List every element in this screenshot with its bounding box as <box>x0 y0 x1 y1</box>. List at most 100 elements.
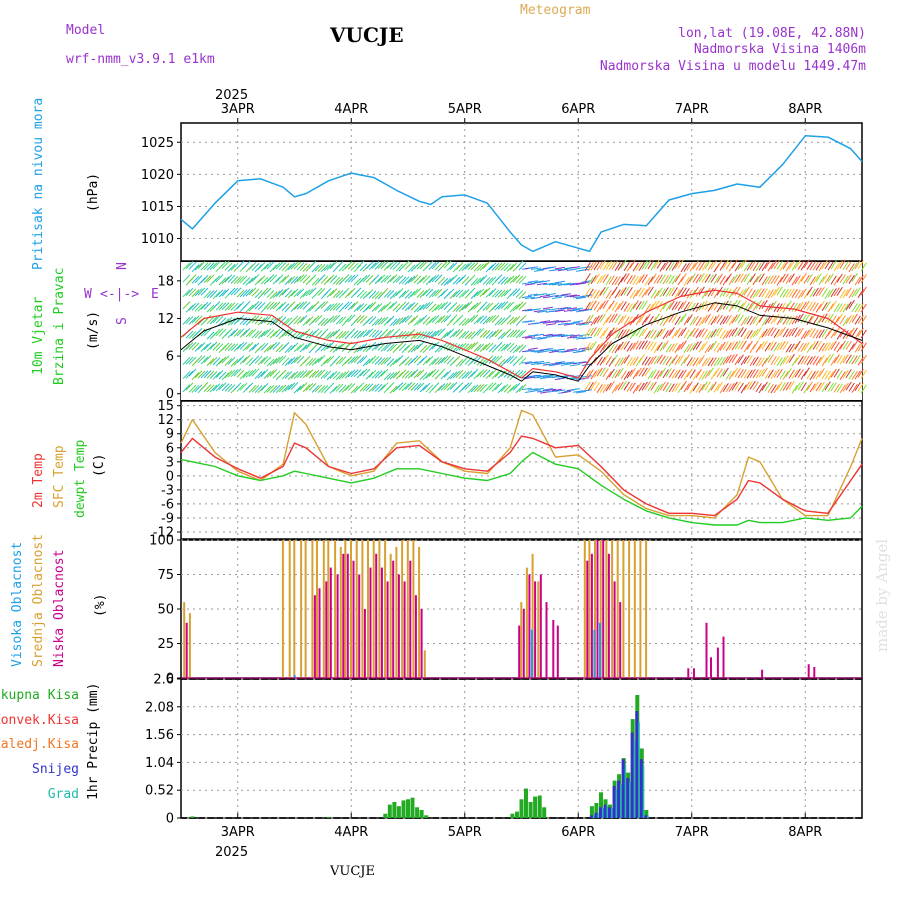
wind-barb <box>269 385 278 394</box>
wind-barb <box>686 275 693 285</box>
precip-legend-conv: Konvek.Kisa <box>0 713 79 728</box>
total-precip-bar <box>401 800 406 818</box>
compass-s: S <box>115 317 130 325</box>
wind-barb <box>440 382 449 391</box>
wind-barb <box>332 344 341 353</box>
wind-barb <box>434 316 443 325</box>
wind-barb <box>182 316 191 325</box>
wind-barb <box>536 310 547 313</box>
wind-barb <box>200 343 209 352</box>
wind-barb <box>617 288 624 298</box>
wind-barb <box>362 344 371 352</box>
wind-barb <box>188 261 197 270</box>
wind-barb <box>491 289 500 298</box>
wind-barb <box>209 316 218 325</box>
wind-barb <box>329 275 338 284</box>
wind-barb <box>680 380 687 390</box>
wind-barb <box>389 358 398 367</box>
low-cloud-bar <box>534 581 537 678</box>
wind-barb <box>365 289 374 298</box>
wind-barb <box>374 317 383 326</box>
wind-barb <box>701 357 708 367</box>
wind-barb <box>476 343 485 352</box>
wind-barb <box>512 274 521 283</box>
wind-barb <box>572 307 583 310</box>
snow-bar <box>630 732 634 818</box>
wind-barb <box>230 369 239 378</box>
wind-barb <box>635 367 642 377</box>
wind-barb <box>788 343 795 353</box>
wind-barb <box>818 368 825 378</box>
wind-barb <box>368 290 377 299</box>
wind-barb <box>296 288 305 297</box>
wind-barb <box>488 331 497 339</box>
wind-barb <box>200 370 209 379</box>
wind-barb <box>212 371 221 380</box>
wind-barb <box>620 301 627 311</box>
wind-barb <box>497 343 506 352</box>
wind-barb <box>212 357 221 366</box>
wind-barb <box>746 340 753 350</box>
wind-barb <box>803 384 810 394</box>
wind-barb <box>827 382 834 392</box>
wind-barb <box>743 381 750 391</box>
wind-barb <box>476 276 485 285</box>
wind-barb <box>209 262 218 271</box>
wind-barb <box>326 303 335 312</box>
wind-barb <box>722 383 729 392</box>
wind-barb <box>530 281 541 285</box>
wind-barb <box>722 276 729 286</box>
total-precip-bar <box>406 799 410 818</box>
wind-barb <box>431 274 440 283</box>
wind-barb <box>722 300 729 310</box>
wind-barb <box>752 315 759 325</box>
wind-barb <box>239 329 248 338</box>
wind-barb <box>761 276 768 286</box>
wind-barb <box>206 358 215 366</box>
wind-barb <box>371 329 380 338</box>
wind-barb <box>806 316 813 325</box>
wind-barb <box>557 350 568 353</box>
wind-barb <box>827 342 834 351</box>
wind-barb <box>479 274 488 283</box>
wind-barb <box>650 355 657 365</box>
wind-barb <box>761 367 768 377</box>
wind-barb <box>380 261 389 269</box>
wind-barb <box>767 262 774 272</box>
wind-barb <box>233 287 242 296</box>
wind-barb <box>839 289 846 299</box>
wind-barb <box>455 262 464 271</box>
wind-barb <box>239 289 248 298</box>
wind-barb <box>614 330 621 340</box>
wind-barb <box>530 296 541 300</box>
wind-barb <box>836 303 843 313</box>
wind-barb <box>245 369 254 378</box>
wind-barb <box>329 260 338 269</box>
wind-barb <box>782 260 789 270</box>
wind-barb <box>749 368 756 378</box>
wind-barb <box>317 355 326 363</box>
wind-gust-line <box>180 289 863 379</box>
wind-barb <box>290 315 299 324</box>
wind-barb <box>803 259 810 269</box>
wind-barb <box>212 261 221 270</box>
wind-barb <box>251 384 260 393</box>
wind-barb <box>812 329 819 339</box>
wind-barb <box>833 383 840 393</box>
wind-barb <box>569 388 580 391</box>
wind-barb <box>743 262 750 272</box>
wind-barb <box>728 316 735 326</box>
wind-barb <box>851 303 858 313</box>
wind-barb <box>782 370 789 380</box>
wind-barb <box>569 266 580 269</box>
wind-barb <box>254 371 263 380</box>
mid-cloud-bar <box>384 540 387 678</box>
wind-barb <box>392 303 401 312</box>
wind-barb <box>764 289 771 299</box>
hail-bar <box>592 815 595 818</box>
wind-barb <box>191 372 200 381</box>
wind-barb <box>623 340 630 350</box>
wind-barb <box>557 376 568 380</box>
wind-barb <box>326 274 335 283</box>
wind-barb <box>719 288 726 298</box>
